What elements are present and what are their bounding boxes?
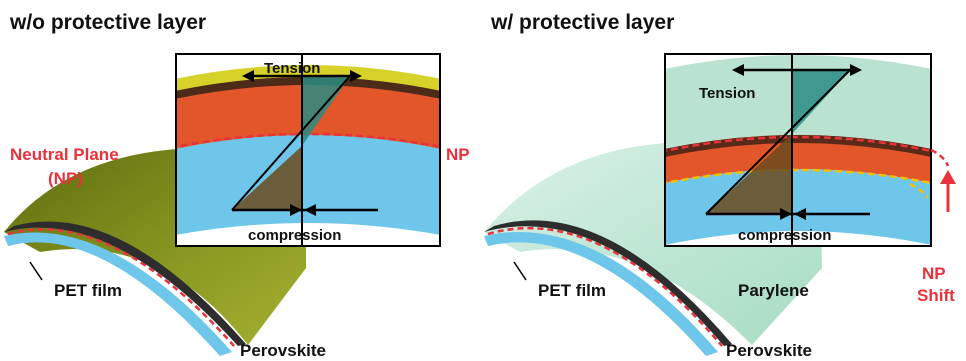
right-np-shift-arrowhead <box>940 170 956 184</box>
right-pet-leader <box>513 261 527 281</box>
right-panel-title: w/ protective layer <box>490 11 674 34</box>
left-pet-layer <box>4 221 246 346</box>
right-strain-diagonal <box>705 69 851 215</box>
left-strain-diagonal <box>231 75 351 211</box>
left-compression-arrowhead-b <box>304 204 316 216</box>
left-tension-arrowhead-left <box>242 70 254 82</box>
right-tension-arrowhead-right <box>850 64 862 76</box>
left-panel: w/o protective layer <box>4 11 470 360</box>
left-compression-triangle <box>232 146 302 210</box>
right-tension-triangle <box>792 70 850 134</box>
right-dark-layer <box>484 220 732 346</box>
left-perovskite-label: Perovskite <box>240 341 326 360</box>
right-compression-arrowhead-a <box>780 208 792 220</box>
right-inset-original-np <box>665 168 931 185</box>
right-panel: w/ protective layer <box>484 11 956 360</box>
left-neutral-plane-abbrev: (NP) <box>48 169 83 188</box>
left-inset-frame <box>175 53 441 247</box>
left-panel-title: w/o protective layer <box>9 11 206 34</box>
left-tension-arrowhead-right <box>350 70 362 82</box>
right-parylene-label: Parylene <box>738 281 809 300</box>
right-np-extension-yellow <box>909 182 929 199</box>
left-inset-dark-band <box>176 75 440 99</box>
right-pet-film-label: PET film <box>538 281 606 300</box>
left-pet-blue-layer <box>4 232 232 356</box>
right-inset: Tension compression <box>664 53 932 247</box>
right-tension-arrowhead-left <box>732 64 744 76</box>
left-inset-yellow-coating <box>176 65 440 91</box>
left-tension-triangle <box>302 76 350 146</box>
right-np-label: NP <box>922 264 946 283</box>
left-inset: Tension compression <box>175 53 441 247</box>
left-pet-film-label: PET film <box>54 281 122 300</box>
right-inset-shifted-np <box>665 135 931 153</box>
left-tension-label: Tension <box>264 60 320 77</box>
right-pet-blue-layer <box>484 231 718 356</box>
left-neutral-plane-label: Neutral Plane <box>10 145 119 164</box>
right-np-extension-red <box>930 148 950 167</box>
right-compression-triangle <box>706 134 792 214</box>
left-pet-leader <box>29 261 43 281</box>
left-compression-arrowhead-a <box>290 204 302 216</box>
left-np-label: NP <box>446 145 470 164</box>
right-tension-label: Tension <box>699 85 755 102</box>
right-inset-perovskite <box>665 135 931 183</box>
right-np-shift-label: Shift <box>917 286 955 305</box>
right-perovskite-label: Perovskite <box>726 341 812 360</box>
right-compression-arrowhead-b <box>794 208 806 220</box>
left-inset-pet <box>176 133 440 235</box>
left-neutral-plane-curve <box>7 228 235 347</box>
left-compression-label: compression <box>248 227 341 244</box>
right-compression-label: compression <box>738 227 831 244</box>
